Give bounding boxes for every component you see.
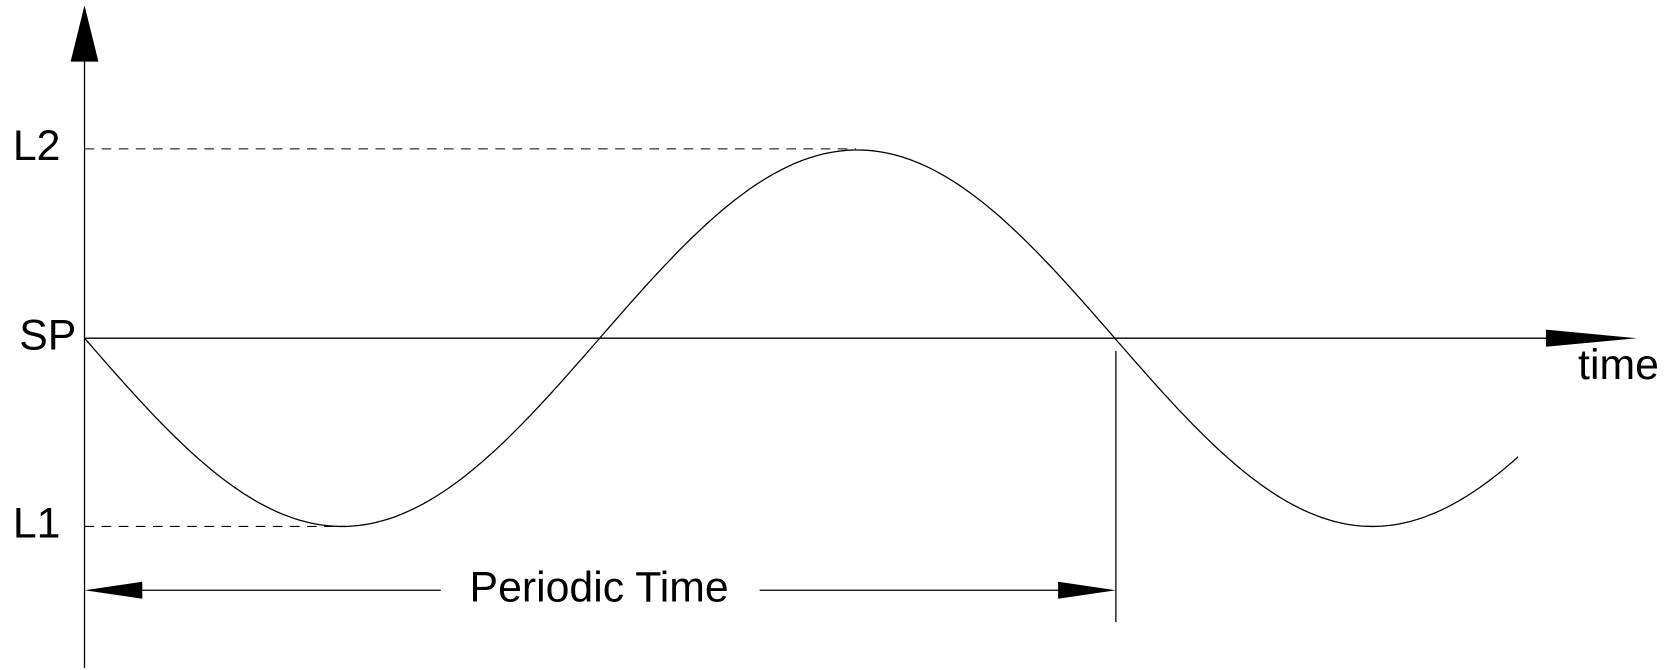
l1-label: L1	[13, 500, 61, 548]
time-axis-arrow	[1545, 329, 1637, 347]
period-label: Periodic Time	[470, 564, 729, 612]
sp-label: SP	[19, 312, 76, 360]
dimension-arrow-right	[1058, 581, 1116, 599]
l2-label: L2	[13, 122, 61, 170]
dimension-arrow-left	[84, 581, 143, 599]
time-label: time	[1578, 341, 1659, 389]
y-axis-arrow	[70, 5, 99, 62]
oscillation-curve	[84, 149, 1519, 528]
